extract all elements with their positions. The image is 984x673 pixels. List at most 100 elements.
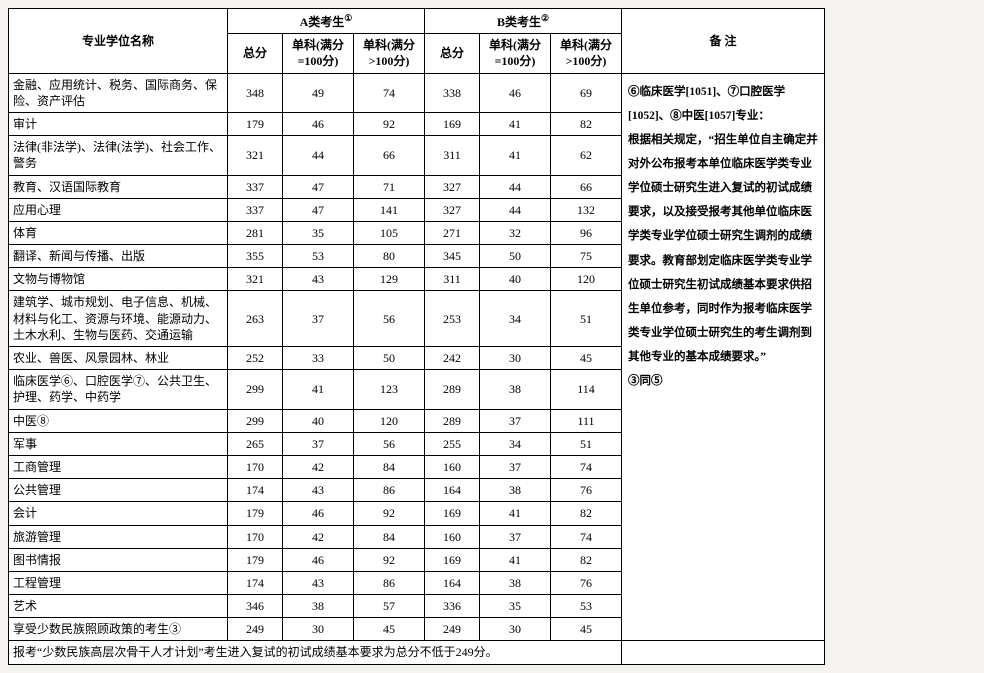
cell-value: 129	[354, 268, 425, 291]
cell-value: 38	[480, 370, 551, 409]
cell-value: 56	[354, 432, 425, 455]
cell-value: 141	[354, 198, 425, 221]
cell-name: 翻译、新闻与传播、出版	[9, 245, 228, 268]
cell-value: 34	[480, 432, 551, 455]
col-a-sub2: 单科(满分>100分)	[354, 34, 425, 73]
cell-value: 289	[425, 409, 480, 432]
cell-value: 56	[354, 291, 425, 347]
col-b-sub1: 单科(满分=100分)	[480, 34, 551, 73]
cell-value: 45	[354, 618, 425, 641]
cell-value: 82	[551, 112, 622, 135]
cell-value: 132	[551, 198, 622, 221]
cell-value: 45	[551, 618, 622, 641]
cell-value: 179	[228, 548, 283, 571]
cell-value: 164	[425, 479, 480, 502]
cell-value: 281	[228, 221, 283, 244]
cell-value: 179	[228, 502, 283, 525]
cell-name: 图书情报	[9, 548, 228, 571]
cell-value: 40	[283, 409, 354, 432]
cell-value: 41	[480, 136, 551, 175]
cell-value: 44	[480, 198, 551, 221]
cell-value: 345	[425, 245, 480, 268]
cell-value: 96	[551, 221, 622, 244]
cell-value: 253	[425, 291, 480, 347]
cell-value: 289	[425, 370, 480, 409]
cell-name: 临床医学⑥、口腔医学⑦、公共卫生、护理、药学、中药学	[9, 370, 228, 409]
cell-value: 80	[354, 245, 425, 268]
cell-value: 164	[425, 571, 480, 594]
cell-value: 321	[228, 136, 283, 175]
cell-name: 旅游管理	[9, 525, 228, 548]
cell-value: 338	[425, 73, 480, 112]
cell-value: 34	[480, 291, 551, 347]
cell-value: 46	[480, 73, 551, 112]
cell-value: 160	[425, 525, 480, 548]
cell-value: 45	[551, 347, 622, 370]
cell-value: 69	[551, 73, 622, 112]
cell-name: 农业、兽医、风景园林、林业	[9, 347, 228, 370]
col-b-sub2: 单科(满分>100分)	[551, 34, 622, 73]
cell-value: 86	[354, 479, 425, 502]
cell-value: 255	[425, 432, 480, 455]
cell-name: 体育	[9, 221, 228, 244]
cell-value: 35	[480, 595, 551, 618]
cell-value: 355	[228, 245, 283, 268]
cell-value: 346	[228, 595, 283, 618]
cell-value: 160	[425, 455, 480, 478]
cell-value: 37	[283, 432, 354, 455]
cell-value: 76	[551, 479, 622, 502]
cell-value: 299	[228, 409, 283, 432]
cell-value: 170	[228, 455, 283, 478]
cell-value: 82	[551, 548, 622, 571]
cell-value: 105	[354, 221, 425, 244]
cell-value: 336	[425, 595, 480, 618]
cell-value: 75	[551, 245, 622, 268]
cell-value: 42	[283, 455, 354, 478]
cell-value: 311	[425, 268, 480, 291]
cell-name: 工商管理	[9, 455, 228, 478]
cell-value: 84	[354, 455, 425, 478]
cell-value: 174	[228, 571, 283, 594]
cell-value: 86	[354, 571, 425, 594]
col-remarks: 备 注	[622, 9, 825, 74]
cell-value: 51	[551, 291, 622, 347]
cell-value: 74	[354, 73, 425, 112]
cell-value: 179	[228, 112, 283, 135]
cell-value: 74	[551, 455, 622, 478]
cell-name: 教育、汉语国际教育	[9, 175, 228, 198]
remarks-cell: ⑥临床医学[1051]、⑦口腔医学[1052]、⑧中医[1057]专业： 根据相…	[622, 73, 825, 641]
cell-value: 46	[283, 112, 354, 135]
cell-name: 金融、应用统计、税务、国际商务、保险、资产评估	[9, 73, 228, 112]
cell-value: 337	[228, 175, 283, 198]
cell-value: 37	[480, 455, 551, 478]
col-name: 专业学位名称	[9, 9, 228, 74]
cell-value: 47	[283, 175, 354, 198]
cell-name: 中医⑧	[9, 409, 228, 432]
cell-value: 174	[228, 479, 283, 502]
cell-value: 53	[283, 245, 354, 268]
cell-value: 44	[480, 175, 551, 198]
cell-value: 74	[551, 525, 622, 548]
col-a-sub1: 单科(满分=100分)	[283, 34, 354, 73]
cell-value: 49	[283, 73, 354, 112]
cell-value: 38	[480, 571, 551, 594]
cell-value: 37	[480, 525, 551, 548]
cell-value: 337	[228, 198, 283, 221]
cell-value: 44	[283, 136, 354, 175]
cell-value: 43	[283, 571, 354, 594]
cell-value: 43	[283, 268, 354, 291]
cell-value: 57	[354, 595, 425, 618]
cell-value: 50	[354, 347, 425, 370]
score-table: 专业学位名称 A类考生① B类考生② 备 注 总分 单科(满分=100分) 单科…	[8, 8, 825, 665]
footer-row: 报考“少数民族高层次骨干人才计划”考生进入复试的初试成绩基本要求为总分不低于24…	[9, 641, 825, 664]
cell-value: 120	[354, 409, 425, 432]
cell-name: 法律(非法学)、法律(法学)、社会工作、警务	[9, 136, 228, 175]
cell-value: 38	[480, 479, 551, 502]
cell-value: 252	[228, 347, 283, 370]
cell-value: 263	[228, 291, 283, 347]
cell-name: 应用心理	[9, 198, 228, 221]
cell-value: 41	[480, 548, 551, 571]
cell-value: 348	[228, 73, 283, 112]
cell-value: 62	[551, 136, 622, 175]
cell-name: 审计	[9, 112, 228, 135]
